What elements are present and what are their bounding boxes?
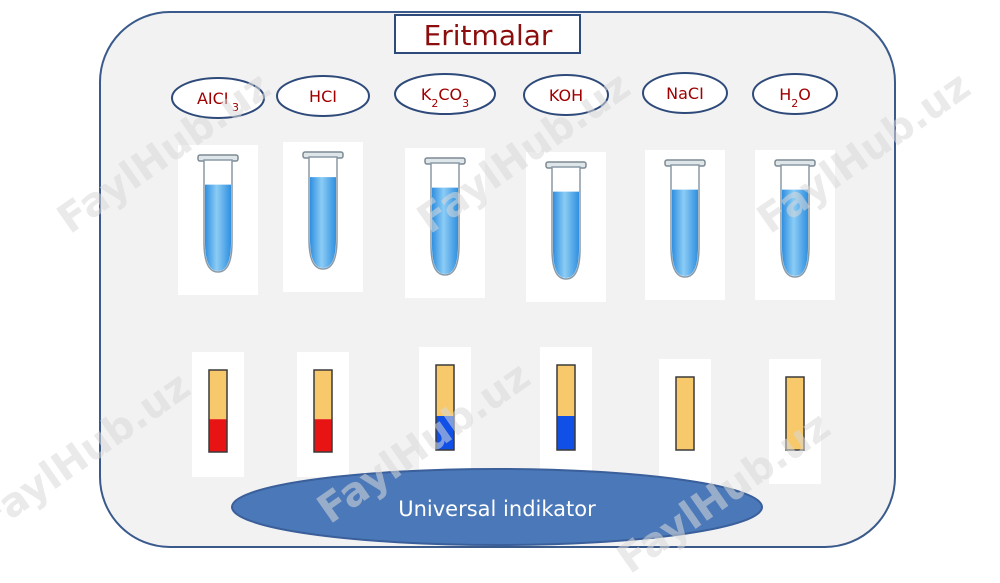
indicator-strip-color — [436, 416, 454, 450]
indicator-strip-outline — [556, 364, 576, 451]
indicator-strip-top — [786, 377, 804, 450]
indicator-strip-top — [676, 377, 694, 450]
indicator-label: Universal indikator — [398, 497, 596, 521]
formula-ellipse — [276, 75, 370, 117]
diagram-board: Eritmalar AICI 3 HCI K2CO3 KOH NaCI H2O Unive… — [99, 11, 896, 548]
indicator-strip-top — [314, 370, 332, 420]
indicator-strip-outline — [208, 369, 228, 453]
solution-column: AICI 3 — [171, 77, 265, 477]
solution-column: K2CO3 — [394, 73, 496, 472]
indicator-strip-outline — [435, 364, 455, 451]
formula-label: HCI — [309, 87, 337, 106]
tube-liquid — [205, 184, 231, 271]
indicator-strip-color — [557, 416, 575, 450]
solution-column: NaCI — [642, 72, 728, 484]
formula-label: H2O — [779, 85, 811, 110]
indicator-strip-color — [209, 419, 227, 452]
formula-ellipse — [394, 73, 496, 115]
indicator-strip-outline — [785, 376, 805, 451]
tube-liquid — [432, 187, 458, 274]
indicator-ellipse — [231, 468, 763, 546]
diagram-title: Eritmalar — [424, 19, 553, 52]
formula-label: K2CO3 — [421, 85, 469, 110]
formula-ellipse — [642, 72, 728, 114]
formula-label: AICI 3 — [197, 89, 239, 114]
indicator-strip-outline — [313, 369, 333, 453]
tube-liquid — [310, 177, 336, 268]
indicator-strip-top — [436, 365, 454, 416]
solution-column: KOH — [523, 74, 609, 472]
formula-label: KOH — [549, 86, 583, 105]
tube-liquid — [782, 189, 808, 276]
formula-ellipse — [523, 74, 609, 116]
indicator-strip-outline — [675, 376, 695, 451]
formula-ellipse — [752, 73, 838, 115]
tube-liquid — [553, 191, 579, 278]
solution-column: H2O — [752, 73, 838, 484]
indicator-strip-top — [557, 365, 575, 416]
formula-label: NaCI — [666, 84, 704, 103]
indicator-strip-color — [314, 419, 332, 452]
formula-ellipse — [171, 77, 265, 119]
indicator-strip-top — [209, 370, 227, 420]
title-box — [394, 14, 581, 54]
solution-column: HCI — [276, 75, 370, 477]
tube-liquid — [672, 189, 698, 276]
